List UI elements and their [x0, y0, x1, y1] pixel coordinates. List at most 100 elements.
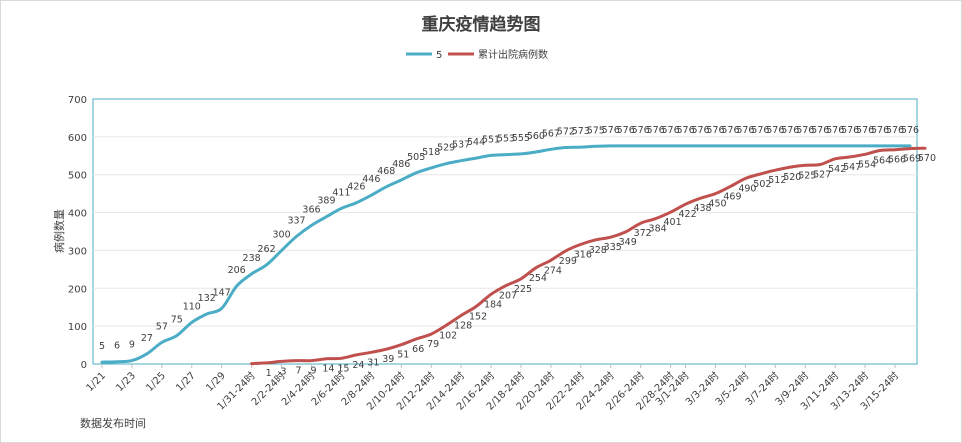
data-label-series-1: 51	[397, 350, 409, 361]
data-label-series-0: 576	[602, 125, 620, 136]
data-label-series-0: 576	[826, 125, 844, 136]
data-label-series-1: 335	[604, 242, 622, 253]
data-label-series-0: 57	[156, 321, 168, 332]
data-label-series-0: 576	[662, 125, 680, 136]
data-label-series-0: 576	[886, 125, 904, 136]
data-label-series-1: 525	[798, 170, 816, 181]
data-label-series-0: 262	[258, 244, 276, 255]
data-label-series-1: 547	[843, 162, 861, 173]
data-label-series-0: 576	[736, 125, 754, 136]
data-label-series-0: 551	[482, 134, 500, 145]
data-label-series-1: 274	[544, 265, 562, 276]
data-label-series-0: 576	[841, 125, 859, 136]
data-label-series-1: 15	[337, 363, 349, 374]
data-label-series-0: 575	[587, 125, 605, 136]
data-label-series-0: 576	[811, 125, 829, 136]
legend-label-discharged: 累计出院病例数	[478, 48, 548, 61]
data-label-series-0: 529	[437, 143, 455, 154]
data-label-series-0: 544	[467, 137, 485, 148]
y-axis-title: 病例数量	[52, 209, 66, 253]
y-tick-label: 100	[68, 322, 87, 333]
data-label-series-1: 384	[649, 224, 667, 235]
legend: 5 累计出院病例数	[406, 48, 548, 61]
y-tick-label: 600	[68, 133, 87, 144]
data-label-series-0: 553	[497, 134, 515, 145]
data-label-series-0: 5	[99, 341, 105, 352]
data-label-series-1: 79	[427, 339, 439, 350]
x-axis-title: 数据发布时间	[80, 416, 146, 430]
data-label-series-0: 576	[871, 125, 889, 136]
data-labels: 5 6 92757751101321472062382623003373663894…	[99, 125, 936, 379]
data-label-series-0: 300	[272, 229, 290, 240]
data-label-series-0: 486	[392, 159, 410, 170]
series-line-0	[100, 144, 912, 364]
data-label-series-0: 572	[557, 126, 575, 137]
data-label-series-0: 537	[452, 140, 470, 151]
y-tick-label: 700	[68, 95, 87, 106]
data-label-series-1: 566	[888, 155, 906, 166]
data-label-series-1: 9	[310, 366, 316, 377]
data-label-series-1: 1	[266, 368, 272, 379]
data-label-series-1: 184	[484, 299, 502, 310]
data-label-series-1: 502	[753, 179, 771, 190]
data-label-series-1: 570	[918, 153, 936, 164]
data-label-series-1: 438	[693, 203, 711, 214]
legend-label-series-5: 5	[436, 50, 442, 61]
data-label-series-0: 27	[141, 333, 153, 344]
data-label-series-0: 560	[527, 131, 545, 142]
y-tick-label: 300	[68, 246, 87, 257]
data-label-series-1: 128	[454, 321, 472, 332]
data-label-series-0: 389	[317, 196, 335, 207]
data-label-series-0: 576	[751, 125, 769, 136]
y-tick-label: 0	[81, 360, 87, 371]
data-label-series-1: 66	[412, 344, 424, 355]
data-label-series-1: 349	[619, 237, 637, 248]
data-label-series-1: 7	[295, 366, 301, 377]
gridlines	[93, 136, 917, 327]
y-tick-label: 200	[68, 284, 87, 295]
data-label-series-1: 469	[723, 191, 741, 202]
data-label-series-1: 520	[783, 172, 801, 183]
chart-title: 重庆疫情趋势图	[422, 14, 541, 35]
data-label-series-0: 576	[647, 125, 665, 136]
data-label-series-0: 337	[287, 215, 305, 226]
data-label-series-1: 316	[574, 249, 592, 260]
data-label-series-1: 490	[738, 184, 756, 195]
data-label-series-0: 132	[198, 293, 216, 304]
y-tick-label: 500	[68, 171, 87, 182]
series-lines	[100, 144, 927, 366]
data-label-series-0: 576	[632, 125, 650, 136]
data-label-series-0: 576	[781, 125, 799, 136]
data-label-series-1: 14	[322, 364, 334, 375]
data-label-series-0: 110	[183, 301, 201, 312]
data-label-series-1: 422	[678, 209, 696, 220]
data-label-series-1: 102	[439, 330, 457, 341]
data-label-series-0: 555	[512, 133, 530, 144]
data-label-series-1: 569	[903, 154, 921, 165]
data-label-series-1: 450	[708, 199, 726, 210]
data-label-series-1: 512	[768, 175, 786, 186]
data-label-series-1: 527	[813, 169, 831, 180]
data-label-series-1: 207	[499, 291, 517, 302]
data-label-series-1: 31	[367, 357, 379, 368]
y-axis-ticks: 0 100 200 300 400 500 600 700	[68, 95, 87, 371]
data-label-series-1: 372	[634, 228, 652, 239]
data-label-series-0: 9	[129, 340, 135, 351]
data-label-series-0: 147	[213, 287, 231, 298]
data-label-series-1: 152	[469, 311, 487, 322]
data-label-series-1: 328	[589, 245, 607, 256]
data-label-series-1: 225	[514, 284, 532, 295]
series-line-1	[250, 146, 927, 366]
data-label-series-1: 554	[858, 159, 876, 170]
data-label-series-0: 576	[796, 125, 814, 136]
data-label-series-1: 299	[559, 256, 577, 267]
data-label-series-0: 576	[766, 125, 784, 136]
data-label-series-0: 518	[422, 147, 440, 158]
data-label-series-1: 24	[352, 360, 364, 371]
data-label-series-0: 366	[302, 204, 320, 215]
data-label-series-0: 238	[243, 253, 261, 264]
data-label-series-1: 401	[664, 217, 682, 228]
data-label-series-1: 39	[382, 354, 394, 365]
data-label-series-1: 542	[828, 164, 846, 175]
